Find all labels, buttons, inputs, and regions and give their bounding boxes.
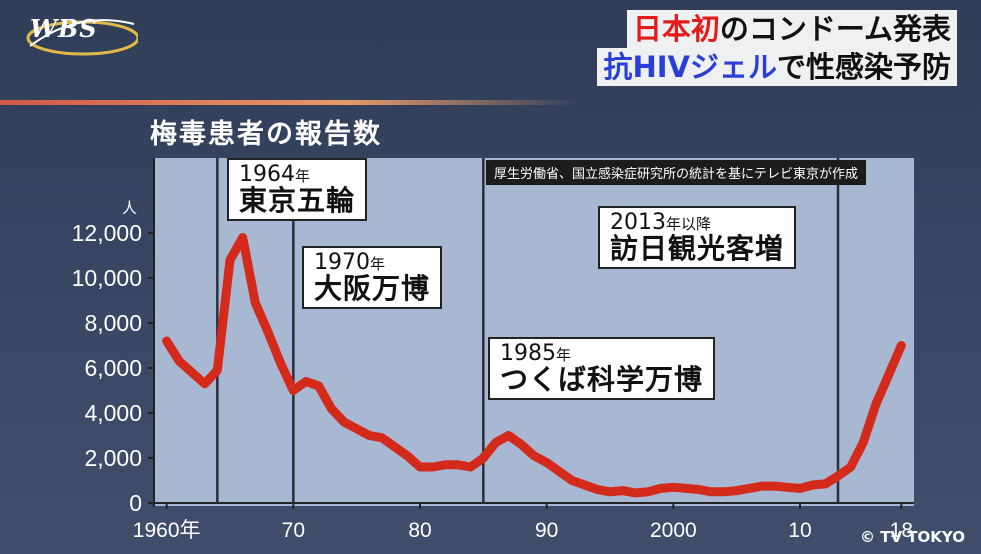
callout-2013: 2013年以降 訪日観光客増 xyxy=(598,206,797,270)
headline-blue: 抗HIVジェル xyxy=(603,50,777,84)
y-tick-label: 0 xyxy=(129,490,142,516)
source-note: 厚生労働省、国立感染症研究所の統計を基にテレビ東京が作成 xyxy=(486,160,867,185)
x-tick-label: 2000 xyxy=(650,519,697,542)
headline-red: 日本初 xyxy=(632,12,720,46)
chart-title: 梅毒患者の報告数 xyxy=(150,119,382,150)
y-tick-label: 6,000 xyxy=(84,355,142,381)
callout-event: 東京五輪 xyxy=(239,184,356,218)
callout-year-suffix: 年 xyxy=(295,167,311,185)
callout-event: 訪日観光客増 xyxy=(610,232,785,266)
headline: 日本初のコンドーム発表 抗HIVジェルで性感染予防 xyxy=(597,10,957,86)
wbs-logo-text: WBS xyxy=(30,14,98,43)
callout-year-suffix: 年 xyxy=(370,255,386,273)
y-tick-label: 4,000 xyxy=(84,400,142,426)
callout-year-suffix: 年 xyxy=(556,346,572,364)
callout-year-suffix: 年以降 xyxy=(666,215,712,233)
callout-1964: 1964年 東京五輪 xyxy=(227,158,368,222)
headline-line1: のコンドーム発表 xyxy=(719,12,951,46)
title-underline xyxy=(0,100,580,105)
callout-year: 2013 xyxy=(610,210,666,235)
copyright: © TV TOKYO xyxy=(860,528,965,546)
callout-1985: 1985年 つくば科学万博 xyxy=(488,337,716,401)
callout-year: 1964 xyxy=(239,162,295,187)
y-tick-label: 10,000 xyxy=(72,265,142,291)
callout-year: 1985 xyxy=(500,341,556,366)
callout-event: 大阪万博 xyxy=(314,272,431,306)
y-tick-label: 2,000 xyxy=(84,445,142,471)
wbs-logo xyxy=(26,19,138,56)
callout-1970: 1970年 大阪万博 xyxy=(302,246,443,310)
y-tick-label: 8,000 xyxy=(84,310,142,336)
x-tick-label: 90 xyxy=(535,519,558,542)
x-tick-label: 1960年 xyxy=(133,519,201,542)
series-line-syphilis xyxy=(162,233,906,498)
x-tick-label: 18 xyxy=(890,519,913,542)
x-tick-label: 10 xyxy=(788,519,811,542)
y-axis-unit: 人 xyxy=(122,199,138,217)
callout-year: 1970 xyxy=(314,250,370,275)
x-tick-label: 80 xyxy=(408,519,431,542)
callout-event: つくば科学万博 xyxy=(500,363,704,397)
x-tick-label: 70 xyxy=(282,519,305,542)
y-tick-label: 12,000 xyxy=(72,220,142,246)
headline-line2: で性感染予防 xyxy=(776,50,951,84)
